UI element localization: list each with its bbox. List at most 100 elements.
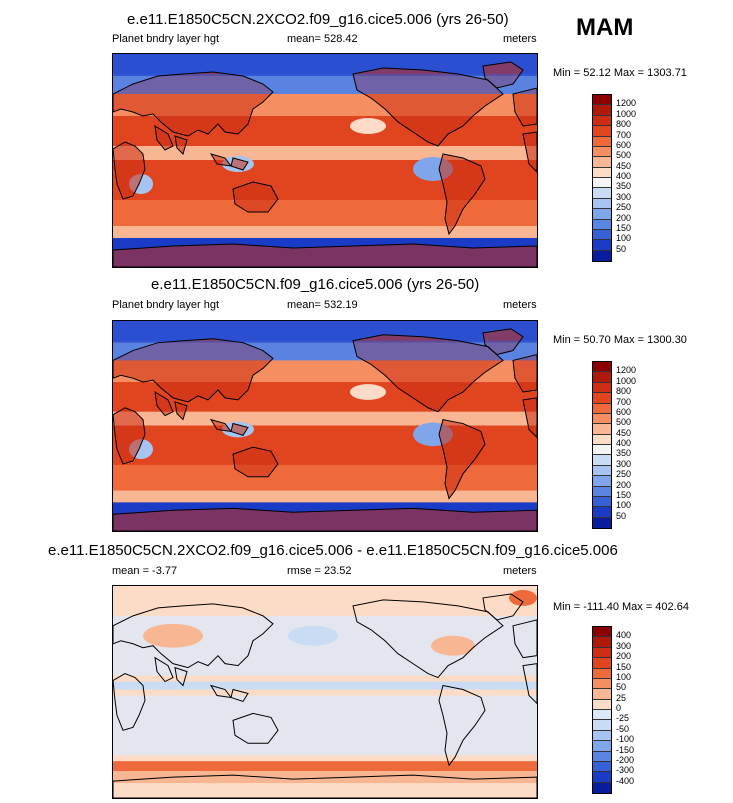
- panel-3-map: [112, 585, 538, 799]
- colorbar-tick-label: 700: [616, 396, 632, 407]
- colorbar-swatch: [593, 105, 611, 116]
- panel-2-title: e.e11.E1850C5CN.f09_g16.cice5.006 (yrs 2…: [151, 276, 480, 293]
- colorbar-tick-label: 150: [616, 489, 632, 500]
- colorbar-tick-label: 300: [616, 191, 632, 202]
- colorbar-tick-label: 400: [616, 630, 632, 641]
- panel-1-variable-label: Planet bndry layer hgt: [112, 33, 220, 45]
- coastline: [174, 401, 188, 421]
- coastline: [113, 243, 537, 267]
- panel-1-units-label: meters: [503, 33, 537, 45]
- coastline: [482, 593, 524, 621]
- panel-2-mean-label: mean= 532.19: [287, 299, 358, 311]
- colorbar-swatch: [593, 167, 611, 178]
- colorbar-swatch: [593, 678, 611, 690]
- coastline: [230, 688, 249, 703]
- panel-2-variable-label: Planet bndry layer hgt: [112, 299, 220, 311]
- colorbar-tick-label: 250: [616, 202, 632, 213]
- colorbar-tick-label: -150: [616, 744, 635, 755]
- colorbar-tick-label: 50: [616, 510, 627, 521]
- colorbar-swatch: [593, 668, 611, 679]
- colorbar-swatch: [593, 627, 611, 638]
- colorbar-swatch: [593, 741, 611, 752]
- colorbar-swatch: [593, 476, 611, 487]
- colorbar-tick-label: 400: [616, 171, 632, 181]
- colorbar-swatch: [593, 455, 611, 466]
- colorbar-swatch: [593, 95, 611, 106]
- panel-1-minmax: Min = 52.12 Max = 1303.71: [553, 67, 687, 79]
- colorbar-tick-label: 25: [616, 692, 627, 703]
- colorbar-tick-label: 1200: [616, 365, 637, 376]
- colorbar-tick-label: 50: [616, 243, 627, 254]
- colorbar-tick-label: 300: [616, 640, 632, 651]
- colorbar-swatch: [593, 188, 611, 199]
- panel-1-colorbar: [592, 94, 612, 262]
- colorbar-swatch: [593, 710, 611, 721]
- panel-3-title: e.e11.E1850C5CN.2XCO2.f09_g16.cice5.006 …: [48, 542, 618, 559]
- panel-2-map: [112, 320, 538, 532]
- colorbar-tick-label: 250: [616, 469, 632, 480]
- coastline: [482, 61, 524, 89]
- colorbar-tick-label: 500: [616, 150, 632, 161]
- coastline: [154, 391, 174, 417]
- colorbar-tick-label: 150: [616, 222, 632, 233]
- colorbar-tick-label: 500: [616, 417, 632, 428]
- colorbar-tick-label: 100: [616, 671, 632, 682]
- colorbar-swatch: [593, 115, 611, 127]
- colorbar-tick-label: 350: [616, 448, 632, 459]
- panel-2-minmax: Min = 50.70 Max = 1300.30: [553, 334, 687, 346]
- colorbar-swatch: [593, 219, 611, 230]
- coastline: [154, 125, 174, 151]
- colorbar-swatch: [593, 434, 611, 445]
- colorbar-swatch: [593, 772, 611, 783]
- colorbar-tick-label: 1200: [616, 98, 637, 109]
- colorbar-tick-label: 200: [616, 479, 632, 490]
- coastline: [438, 684, 486, 767]
- colorbar-swatch: [593, 413, 611, 425]
- panel-2-units-label: meters: [503, 299, 537, 311]
- colorbar-tick-label: 450: [616, 160, 632, 171]
- colorbar-tick-label: -100: [616, 734, 635, 745]
- coastline: [512, 87, 537, 127]
- colorbar-tick-label: 800: [616, 386, 632, 397]
- coastline: [113, 507, 537, 531]
- colorbar-swatch: [593, 198, 611, 210]
- colorbar-swatch: [593, 465, 611, 477]
- colorbar-swatch: [593, 157, 611, 168]
- coastline: [113, 71, 274, 137]
- colorbar-swatch: [593, 496, 611, 508]
- colorbar-swatch: [593, 445, 611, 456]
- colorbar-swatch: [593, 209, 611, 220]
- coastline: [352, 334, 504, 413]
- coastline: [174, 666, 188, 687]
- colorbar-tick-label: 600: [616, 406, 632, 417]
- colorbar-tick-label: -50: [616, 723, 630, 734]
- panel-3-colorbar: [592, 626, 612, 794]
- colorbar-swatch: [593, 720, 611, 731]
- colorbar-swatch: [593, 240, 611, 251]
- colorbar-tick-label: 200: [616, 212, 632, 223]
- coastline: [512, 619, 537, 659]
- coastline: [113, 141, 146, 200]
- panel-3-minmax: Min = -111.40 Max = 402.64: [553, 601, 689, 613]
- colorbar-swatch: [593, 146, 611, 158]
- coastline: [352, 67, 504, 147]
- colorbar-tick-label: 50: [616, 682, 627, 693]
- coastline: [438, 419, 486, 500]
- colorbar-tick-label: 450: [616, 427, 632, 438]
- colorbar-swatch: [593, 250, 611, 261]
- coastline: [230, 422, 249, 436]
- colorbar-tick-label: 700: [616, 129, 632, 140]
- coastline: [232, 181, 279, 213]
- colorbar-tick-label: -300: [616, 765, 635, 776]
- colorbar-tick-label: 1000: [616, 108, 637, 119]
- colorbar-swatch: [593, 647, 611, 659]
- colorbar-swatch: [593, 761, 611, 773]
- panel-1-map: [112, 53, 538, 268]
- colorbar-swatch: [593, 658, 611, 669]
- coastline: [232, 446, 279, 478]
- season-label: MAM: [576, 14, 634, 41]
- colorbar-swatch: [593, 699, 611, 710]
- colorbar-swatch: [593, 362, 611, 373]
- coastline: [522, 131, 537, 173]
- panel-1-title: e.e11.E1850C5CN.2XCO2.f09_g16.cice5.006 …: [127, 11, 509, 28]
